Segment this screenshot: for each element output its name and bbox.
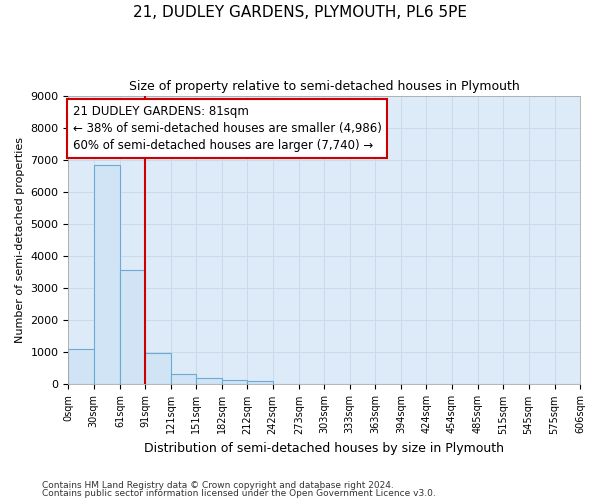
- Y-axis label: Number of semi-detached properties: Number of semi-detached properties: [15, 137, 25, 343]
- Bar: [196, 378, 222, 384]
- Bar: [68, 349, 94, 384]
- Bar: [170, 374, 196, 384]
- Bar: [222, 380, 247, 384]
- Text: 21 DUDLEY GARDENS: 81sqm
← 38% of semi-detached houses are smaller (4,986)
60% o: 21 DUDLEY GARDENS: 81sqm ← 38% of semi-d…: [73, 105, 382, 152]
- Bar: [94, 164, 120, 384]
- Bar: [145, 353, 170, 384]
- Text: Contains HM Land Registry data © Crown copyright and database right 2024.: Contains HM Land Registry data © Crown c…: [42, 481, 394, 490]
- Bar: [120, 270, 145, 384]
- Title: Size of property relative to semi-detached houses in Plymouth: Size of property relative to semi-detach…: [129, 80, 520, 93]
- Text: Contains public sector information licensed under the Open Government Licence v3: Contains public sector information licen…: [42, 488, 436, 498]
- Bar: [247, 381, 273, 384]
- Text: 21, DUDLEY GARDENS, PLYMOUTH, PL6 5PE: 21, DUDLEY GARDENS, PLYMOUTH, PL6 5PE: [133, 5, 467, 20]
- X-axis label: Distribution of semi-detached houses by size in Plymouth: Distribution of semi-detached houses by …: [144, 442, 504, 455]
